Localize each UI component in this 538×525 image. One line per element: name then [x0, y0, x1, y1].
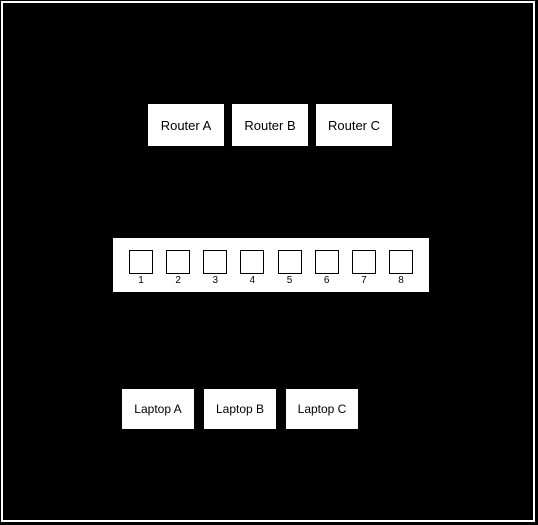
- port-5: 5: [278, 250, 302, 286]
- port-8-square: [389, 250, 413, 274]
- port-5-square: [278, 250, 302, 274]
- port-3-label: 3: [213, 276, 219, 286]
- router-row: Router A Router B Router C: [147, 103, 393, 147]
- router-b: Router B: [231, 103, 309, 147]
- port-6-square: [315, 250, 339, 274]
- laptop-a: Laptop A: [121, 388, 195, 430]
- router-c: Router C: [315, 103, 393, 147]
- router-a-label: Router A: [161, 118, 212, 133]
- router-a: Router A: [147, 103, 225, 147]
- laptop-row: Laptop A Laptop B Laptop C: [121, 388, 359, 430]
- port-8-label: 8: [398, 276, 404, 286]
- diagram-canvas: Router A Router B Router C 1 2 3 4 5 6 7…: [0, 0, 538, 525]
- port-1-label: 1: [138, 276, 144, 286]
- router-b-label: Router B: [244, 118, 295, 133]
- router-c-label: Router C: [328, 118, 380, 133]
- laptop-b-label: Laptop B: [216, 402, 264, 416]
- port-2-label: 2: [175, 276, 181, 286]
- laptop-b: Laptop B: [203, 388, 277, 430]
- port-6: 6: [315, 250, 339, 286]
- switch-box: 1 2 3 4 5 6 7 8: [112, 237, 430, 293]
- port-2: 2: [166, 250, 190, 286]
- port-7: 7: [352, 250, 376, 286]
- port-6-label: 6: [324, 276, 330, 286]
- port-1: 1: [129, 250, 153, 286]
- port-4-label: 4: [250, 276, 256, 286]
- port-3-square: [203, 250, 227, 274]
- port-7-label: 7: [361, 276, 367, 286]
- port-2-square: [166, 250, 190, 274]
- laptop-c-label: Laptop C: [298, 402, 347, 416]
- switch-ports: 1 2 3 4 5 6 7 8: [129, 250, 413, 286]
- port-4: 4: [240, 250, 264, 286]
- port-1-square: [129, 250, 153, 274]
- port-5-label: 5: [287, 276, 293, 286]
- port-8: 8: [389, 250, 413, 286]
- port-3: 3: [203, 250, 227, 286]
- port-4-square: [240, 250, 264, 274]
- port-7-square: [352, 250, 376, 274]
- laptop-c: Laptop C: [285, 388, 359, 430]
- laptop-a-label: Laptop A: [134, 402, 181, 416]
